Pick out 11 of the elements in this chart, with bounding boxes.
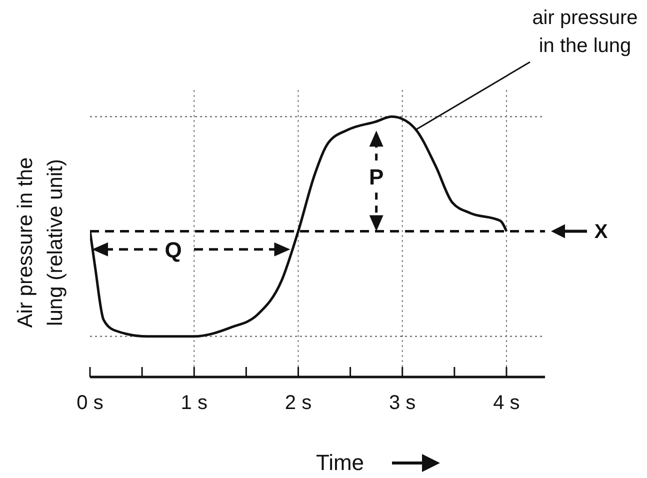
y-axis-title: Air pressure in the lung (relative unit) — [14, 157, 67, 328]
annotation: P — [368, 164, 384, 190]
ref-line-label: X — [594, 221, 608, 244]
x-tick-label: 4 s — [493, 392, 520, 414]
x-tick-label: 2 s — [284, 392, 312, 414]
text: air pressure in the lung — [532, 7, 638, 57]
x-axis-title: Time — [316, 450, 364, 475]
annotation: Q — [164, 237, 182, 262]
x-tick-label: 0 s — [76, 392, 104, 414]
x-tick-label: 1 s — [180, 392, 208, 414]
x-tick-label: 3 s — [389, 392, 416, 414]
